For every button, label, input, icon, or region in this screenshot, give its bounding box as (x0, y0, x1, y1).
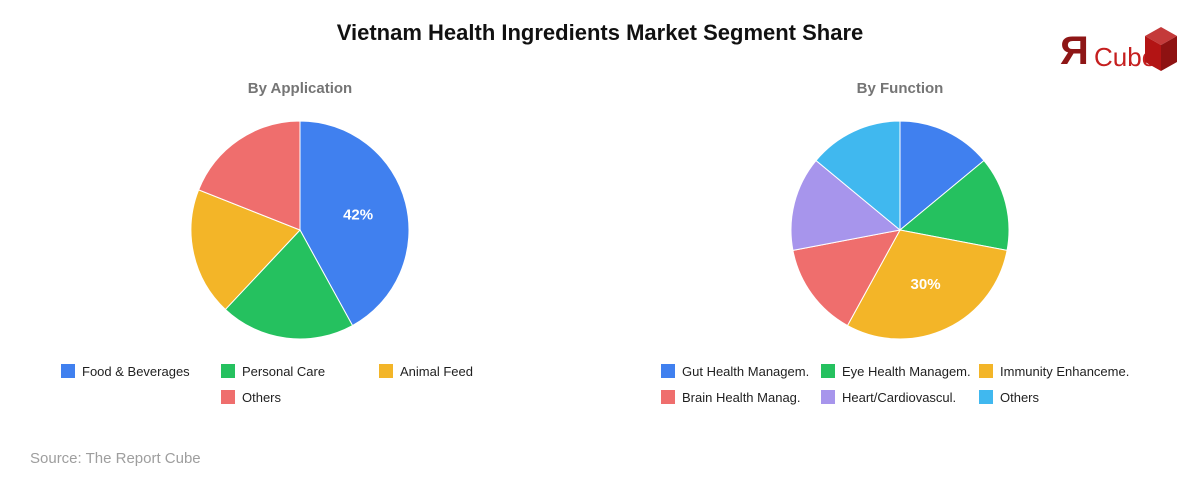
legend-label: Gut Health Managem. (682, 363, 810, 379)
legend-label: Others (242, 389, 282, 405)
legend-label: Animal Feed (400, 363, 473, 379)
legend-item-brain-health-manag: Brain Health Manag. (661, 389, 801, 405)
pie-slice-personal-care (224, 229, 354, 340)
legend-swatch (821, 390, 835, 404)
legend-label: Others (1000, 389, 1040, 405)
pie-slice-eye-health-managem (898, 159, 1010, 252)
legend-swatch (979, 390, 993, 404)
legend-label: Brain Health Manag. (682, 389, 801, 405)
pie-slice-heart-cardiovascul (790, 159, 902, 252)
source-note: Source: The Report Cube (30, 450, 201, 467)
slice-value-label: 30% (911, 276, 941, 293)
pie-slice-others (198, 120, 301, 231)
pie-slice-others (815, 120, 901, 232)
legend-item-others: Others (221, 389, 281, 405)
legend-swatch (979, 364, 993, 378)
legend-label: Immunity Enhanceme. (1000, 363, 1130, 379)
slice-value-label: 42% (343, 207, 373, 224)
legend-label: Eye Health Managem. (842, 363, 971, 379)
legend-swatch (61, 364, 75, 378)
pie-slice-food-beverages (299, 120, 410, 327)
legend-swatch (221, 364, 235, 378)
pie-slice-animal-feed (190, 189, 301, 311)
legend-item-immunity-enhanceme: Immunity Enhanceme. (979, 363, 1129, 379)
subtitle-by-application: By Application (247, 80, 353, 98)
legend-item-personal-care: Personal Care (221, 363, 325, 379)
cube-icon (1145, 27, 1177, 71)
legend-by-application: Food & Beverages Personal Care Animal Feed… (0, 363, 600, 419)
legend-swatch (221, 390, 235, 404)
pie-slice-brain-health-manag (792, 229, 901, 327)
legend-item-eye-health-managem: Eye Health Managem. (821, 363, 971, 379)
legend-label: Personal Care (242, 363, 326, 379)
legend-swatch (821, 364, 835, 378)
legend-by-function: Gut Health Managem. Eye Health Managem. Im… (600, 363, 1200, 419)
chart-panel-by-function: By Function 30% Gut Health Managem. Eye H… (600, 0, 1200, 480)
pie-chart-by-application: 42% (190, 120, 410, 340)
legend-item-heart-cardiovascul: Heart/Cardiovascul. (821, 389, 956, 405)
legend-item-gut-health-managem: Gut Health Managem. (661, 363, 809, 379)
legend-label: Food & Beverages (82, 363, 190, 379)
page-title: Vietnam Health Ingredients Market Segmen… (336, 20, 864, 45)
pie-chart-by-function: 30% (790, 120, 1010, 340)
subtitle-by-function: By Function (856, 80, 944, 98)
logo-r-mark: Я (1060, 29, 1089, 73)
legend-item-animal-feed: Animal Feed (379, 363, 473, 379)
report-cube-logo: Я Cube (1058, 26, 1188, 80)
pie-slice-immunity-enhanceme (846, 229, 1008, 340)
pie-slice-gut-health-managem (899, 120, 985, 232)
legend-label: Heart/Cardiovascul. (842, 389, 957, 405)
legend-swatch (379, 364, 393, 378)
legend-swatch (661, 364, 675, 378)
chart-panel-by-application: By Application 42% Food & Beverages Perso… (0, 80, 600, 419)
legend-swatch (661, 390, 675, 404)
legend-item-food-beverages: Food & Beverages (61, 363, 190, 379)
legend-item-others: Others (979, 389, 1039, 405)
